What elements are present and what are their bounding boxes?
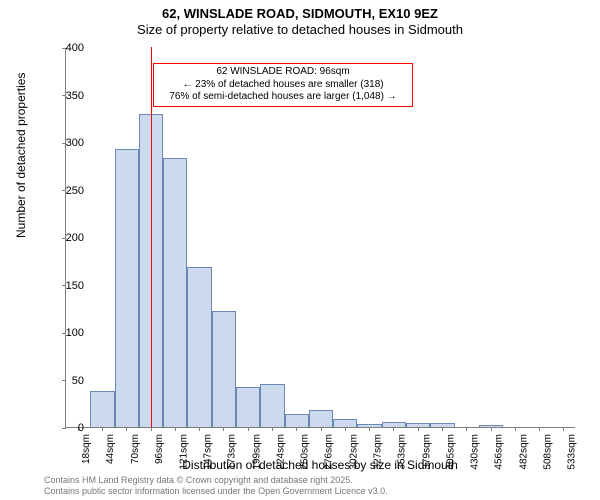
y-tick-label: 150: [66, 280, 84, 292]
x-tick: [126, 427, 127, 431]
x-tick: [151, 427, 152, 431]
x-tick: [442, 427, 443, 431]
plot-region: 18sqm44sqm70sqm96sqm121sqm147sqm173sqm19…: [65, 48, 575, 428]
histogram-bar: [260, 384, 284, 427]
x-tick: [321, 427, 322, 431]
page-title-line1: 62, WINSLADE ROAD, SIDMOUTH, EX10 9EZ: [0, 6, 600, 22]
footer-line2: Contains public sector information licen…: [44, 486, 388, 496]
histogram-bar: [115, 149, 139, 427]
y-tick: [62, 380, 66, 381]
histogram-bar: [309, 410, 333, 427]
annotation-line3: 76% of semi-detached houses are larger (…: [158, 91, 408, 104]
page-title-line2: Size of property relative to detached ho…: [0, 22, 600, 38]
y-tick: [62, 428, 66, 429]
chart-area: 18sqm44sqm70sqm96sqm121sqm147sqm173sqm19…: [65, 48, 575, 428]
x-axis-label: Distribution of detached houses by size …: [65, 458, 575, 472]
x-tick: [393, 427, 394, 431]
histogram-bar: [285, 414, 309, 427]
y-axis-label: Number of detached properties: [14, 73, 28, 238]
y-tick-label: 200: [66, 232, 84, 244]
histogram-bar: [212, 311, 236, 427]
y-tick-label: 0: [78, 422, 84, 434]
x-tick: [296, 427, 297, 431]
x-tick: [199, 427, 200, 431]
y-tick-label: 250: [66, 185, 84, 197]
x-tick: [223, 427, 224, 431]
histogram-bar: [90, 391, 114, 427]
y-tick-label: 50: [72, 375, 84, 387]
y-tick-label: 100: [66, 327, 84, 339]
x-tick: [491, 427, 492, 431]
annotation-line1: 62 WINSLADE ROAD: 96sqm: [158, 66, 408, 79]
annotation-line2: ← 23% of detached houses are smaller (31…: [158, 79, 408, 92]
x-tick: [102, 427, 103, 431]
x-tick: [563, 427, 564, 431]
annotation-box: 62 WINSLADE ROAD: 96sqm← 23% of detached…: [153, 63, 413, 107]
y-tick-label: 300: [66, 137, 84, 149]
histogram-bar: [187, 267, 211, 427]
x-tick: [175, 427, 176, 431]
x-tick: [248, 427, 249, 431]
histogram-bar: [333, 419, 357, 427]
x-tick: [418, 427, 419, 431]
histogram-bar: [163, 158, 187, 427]
histogram-bar: [236, 387, 260, 427]
footer-attribution: Contains HM Land Registry data © Crown c…: [44, 475, 388, 496]
y-tick-label: 350: [66, 90, 84, 102]
x-tick: [272, 427, 273, 431]
y-tick-label: 400: [66, 42, 84, 54]
reference-line: [151, 47, 152, 427]
footer-line1: Contains HM Land Registry data © Crown c…: [44, 475, 388, 485]
x-tick: [466, 427, 467, 431]
x-tick: [369, 427, 370, 431]
x-tick: [515, 427, 516, 431]
x-tick: [539, 427, 540, 431]
x-tick: [345, 427, 346, 431]
